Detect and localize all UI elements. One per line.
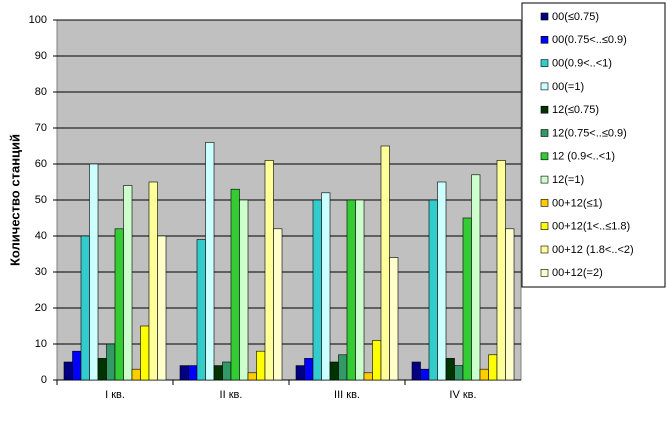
y-tick-label: 50 — [35, 194, 47, 206]
bar — [389, 257, 399, 381]
legend-swatch — [540, 175, 549, 184]
bar — [140, 325, 150, 381]
y-tick-label: 20 — [35, 302, 47, 314]
x-tick-label: III кв. — [334, 389, 360, 401]
bar — [437, 181, 447, 381]
legend-label: 00(0.75<..≤0.9) — [552, 34, 627, 46]
bar — [304, 358, 314, 381]
bar — [420, 368, 430, 381]
legend-swatch — [540, 268, 549, 277]
bar — [222, 361, 232, 381]
y-tick-label: 70 — [35, 122, 47, 134]
legend-label: 00(=1) — [552, 81, 584, 93]
legend-label: 12(=1) — [552, 174, 584, 186]
y-tick-label: 100 — [29, 14, 47, 26]
bar — [247, 372, 257, 381]
y-axis-label: Количество станций — [7, 134, 22, 266]
bar — [445, 358, 455, 381]
legend-swatch — [540, 222, 549, 230]
bar — [428, 199, 438, 381]
y-tick-label: 90 — [35, 50, 47, 62]
legend-swatch — [540, 152, 549, 161]
bar — [89, 163, 99, 381]
bar — [329, 361, 339, 381]
y-tick-label: 0 — [41, 374, 47, 386]
bar — [114, 228, 124, 381]
legend-swatch — [540, 129, 549, 137]
bar — [196, 239, 206, 381]
y-tick-label: 80 — [35, 86, 47, 98]
legend-label: 12 (0.9<..<1) — [552, 151, 615, 163]
bar — [148, 181, 158, 381]
bar — [479, 368, 489, 381]
bar — [471, 174, 481, 381]
bar — [157, 235, 167, 381]
legend-swatch — [540, 105, 549, 114]
legend-swatch — [540, 35, 549, 44]
bar — [273, 228, 283, 381]
bar — [213, 365, 223, 381]
bar — [63, 361, 73, 381]
bar — [230, 188, 240, 381]
bar — [131, 368, 141, 381]
bar — [496, 160, 506, 381]
bar — [179, 365, 189, 381]
legend-label: 12(0.75<..≤0.9) — [552, 127, 627, 139]
bar — [295, 365, 305, 381]
y-tick-label: 40 — [35, 230, 47, 242]
legend-swatch — [540, 82, 549, 91]
bar — [312, 199, 322, 381]
y-tick-label: 10 — [35, 338, 47, 350]
bar — [372, 340, 382, 381]
legend-label: 00+12(1<..≤1.8) — [552, 221, 630, 233]
bar — [205, 142, 215, 381]
bar — [505, 228, 515, 381]
bar — [355, 199, 365, 381]
bar — [363, 372, 373, 381]
bar — [188, 365, 198, 381]
legend-label: 12(≤0.75) — [552, 104, 599, 116]
bar — [264, 160, 274, 381]
x-tick-label: I кв. — [105, 389, 125, 401]
bar — [346, 199, 356, 381]
bar — [411, 361, 421, 381]
bar — [239, 199, 249, 381]
bar — [97, 358, 107, 381]
y-tick-label: 30 — [35, 266, 47, 278]
legend-label: 00(≤0.75) — [552, 11, 599, 23]
bar — [321, 192, 331, 381]
bar — [123, 185, 133, 381]
legend-label: 00+12(≤1) — [552, 197, 602, 209]
bar — [380, 145, 390, 381]
bar — [454, 365, 464, 381]
legend-swatch — [540, 199, 549, 207]
bar — [488, 354, 498, 381]
legend-label: 00(0.9<..<1) — [552, 58, 612, 70]
x-tick-label: II кв. — [220, 389, 243, 401]
legend — [521, 2, 666, 288]
bar — [256, 350, 266, 381]
y-tick-label: 60 — [35, 158, 47, 170]
bar — [106, 343, 116, 381]
bar — [462, 217, 472, 381]
bar — [72, 350, 82, 381]
legend-swatch — [540, 245, 549, 254]
legend-swatch — [540, 59, 549, 67]
x-tick-label: IV кв. — [449, 389, 476, 401]
bar — [80, 235, 90, 381]
bar — [338, 354, 348, 381]
legend-label: 00+12 (1.8<..<2) — [552, 244, 634, 256]
legend-label: 00+12(=2) — [552, 267, 603, 279]
legend-swatch — [540, 12, 549, 21]
